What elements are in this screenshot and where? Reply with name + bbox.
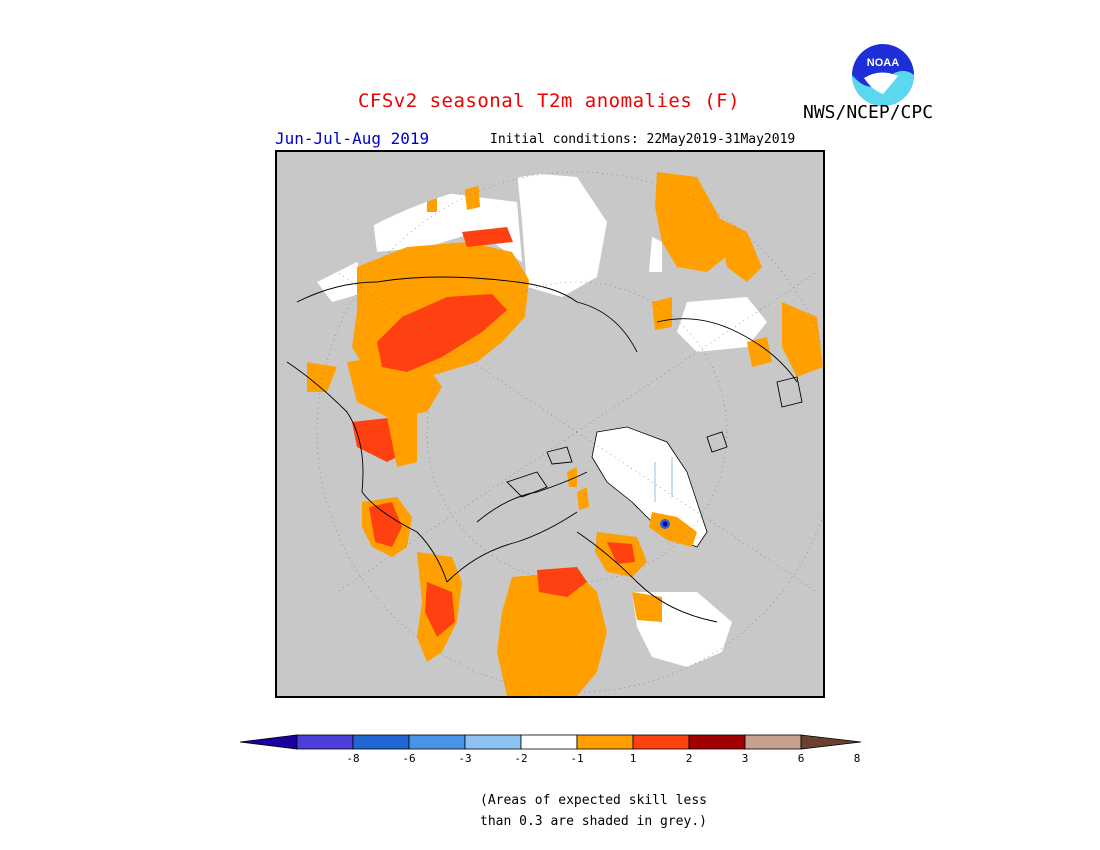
colorbar-box [408, 734, 466, 750]
polar-map [277, 152, 823, 696]
colorbar-tick-label: -8 [346, 752, 359, 765]
colorbar-box [352, 734, 410, 750]
colorbar-tick-label: -6 [402, 752, 415, 765]
colorbar-left-arrow [240, 734, 298, 750]
colorbar-box [632, 734, 690, 750]
colorbar-tick-label: 8 [854, 752, 861, 765]
skill-note: (Areas of expected skill less than 0.3 a… [480, 790, 707, 832]
colorbar-box [744, 734, 802, 750]
colorbar-tick-label: -3 [458, 752, 471, 765]
note-line-1: (Areas of expected skill less [480, 793, 707, 808]
colorbar-box [296, 734, 354, 750]
logo-text: NOAA [867, 57, 899, 69]
europe-region [649, 172, 823, 377]
colorbar-box [520, 734, 578, 750]
initial-conditions-label: Initial conditions: 22May2019-31May2019 [490, 132, 796, 147]
note-line-2: than 0.3 are shaded in grey.) [480, 814, 707, 829]
colorbar-tick-label: 2 [686, 752, 693, 765]
colorbar: -8 -6 -3 -2 -1 1 2 3 6 8 [240, 734, 862, 765]
colorbar-tick-label: -2 [514, 752, 527, 765]
noaa-logo: NOAA [852, 44, 914, 106]
map-title: CFSv2 seasonal T2m anomalies (F) [357, 90, 741, 112]
agency-label: NWS/NCEP/CPC [803, 102, 934, 123]
colorbar-box [688, 734, 746, 750]
graticule [316, 171, 823, 693]
colorbar-tick-label: -1 [570, 752, 583, 765]
season-label: Jun-Jul-Aug 2019 [275, 129, 430, 148]
colorbar-tick-label: 1 [630, 752, 637, 765]
colorbar-tick-label: 3 [742, 752, 749, 765]
colorbar-tick-label: 6 [798, 752, 805, 765]
north-america-region [362, 467, 732, 696]
colorbar-box [464, 734, 522, 750]
coastlines [286, 276, 803, 623]
colorbar-right-arrow [800, 734, 862, 750]
colorbar-box [576, 734, 634, 750]
greenland-region [591, 426, 708, 548]
